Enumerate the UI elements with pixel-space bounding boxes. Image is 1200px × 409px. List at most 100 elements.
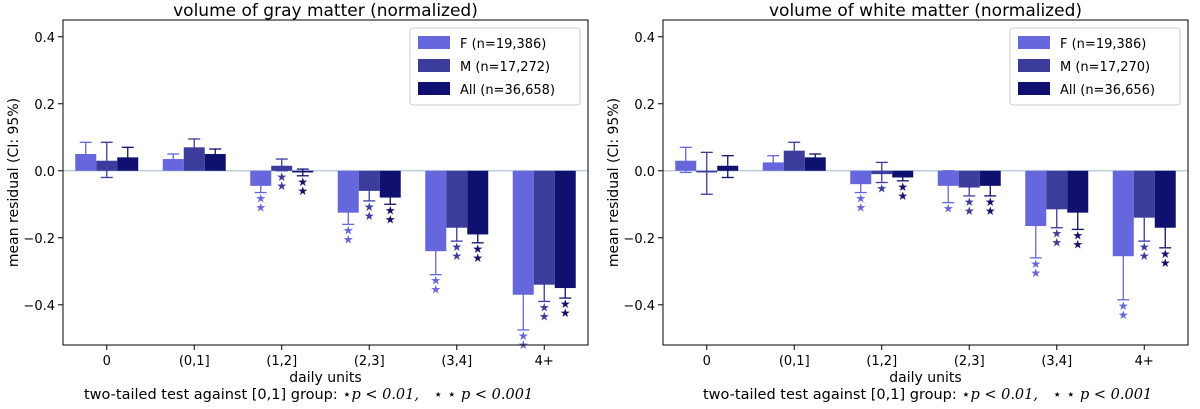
bar-f-1 bbox=[162, 159, 184, 171]
bar-f-3 bbox=[337, 170, 359, 213]
error-bar-m-2 bbox=[275, 158, 288, 172]
bar-m-5 bbox=[1133, 170, 1155, 218]
significance-star: ★ bbox=[276, 170, 287, 184]
error-bar-f-3 bbox=[342, 198, 355, 226]
y-tick-label: 0.0 bbox=[34, 165, 55, 180]
significance-star: ★ bbox=[343, 223, 354, 237]
significance-star: ★ bbox=[451, 240, 462, 254]
double-threshold: p < 0.001 bbox=[460, 387, 534, 403]
footnote-prefix: two-tailed test against [0,1] group: bbox=[84, 387, 338, 403]
significance-star: ★ bbox=[943, 202, 954, 216]
error-bar-all-4 bbox=[471, 225, 484, 244]
single-threshold: p < 0.01, bbox=[351, 387, 419, 403]
bar-all-5 bbox=[554, 170, 576, 289]
legend-box bbox=[409, 27, 581, 106]
error-bar-all-4 bbox=[1071, 200, 1084, 231]
y-axis-label: mean residual (CI: 95%) bbox=[606, 98, 622, 267]
error-bar-all-2 bbox=[896, 171, 909, 182]
double-star-symbol: ⋆ ⋆ bbox=[1052, 387, 1076, 403]
bar-f-5 bbox=[1112, 170, 1134, 257]
error-bar-m-0 bbox=[700, 151, 713, 195]
significance-star: ★ bbox=[897, 180, 908, 194]
significance-star: ★ bbox=[1030, 257, 1041, 271]
significance-star: ★ bbox=[1160, 256, 1171, 270]
significance-star: ★ bbox=[276, 179, 287, 193]
error-bar-f-0 bbox=[679, 146, 692, 174]
x-tick-label: (0,1] bbox=[179, 354, 210, 369]
legend-label-all: All (n=36,656) bbox=[1060, 83, 1155, 98]
x-tick-label: (1,2] bbox=[866, 354, 897, 369]
significance-star: ★ bbox=[385, 212, 396, 226]
error-bar-f-4 bbox=[1029, 195, 1042, 259]
footnote-left: two-tailed test against [0,1] group: ⋆p … bbox=[84, 387, 533, 403]
bar-m-1 bbox=[183, 147, 205, 171]
significance-star: ★ bbox=[560, 297, 571, 311]
bar-m-3 bbox=[358, 170, 380, 191]
legend-swatch-f bbox=[418, 36, 450, 49]
significance-star: ★ bbox=[385, 203, 396, 217]
x-tick-label: (2,3] bbox=[354, 354, 385, 369]
significance-star: ★ bbox=[1051, 227, 1062, 241]
y-tick-label: −0.4 bbox=[623, 299, 655, 314]
bar-all-4 bbox=[467, 170, 489, 235]
error-bar-m-0 bbox=[100, 141, 113, 179]
significance-star: ★ bbox=[255, 201, 266, 215]
single-star-symbol: ⋆ bbox=[961, 387, 971, 403]
error-bar-m-1 bbox=[188, 138, 201, 155]
significance-star: ★ bbox=[1030, 266, 1041, 280]
significance-star: ★ bbox=[472, 251, 483, 265]
legend-swatch-all bbox=[1018, 82, 1050, 95]
y-tick-label: 0.2 bbox=[34, 98, 55, 113]
error-bar-all-0 bbox=[721, 155, 734, 179]
legend-label-all: All (n=36,658) bbox=[460, 83, 555, 98]
legend-swatch-m bbox=[1018, 59, 1050, 72]
white-matter-chart: volume of white matter (normalized)★★ ★★★… bbox=[606, 1, 1189, 385]
chart-title: volume of gray matter (normalized) bbox=[173, 1, 478, 21]
significance-star: ★ bbox=[855, 192, 866, 206]
y-tick-label: −0.2 bbox=[623, 232, 655, 247]
error-bar-all-5 bbox=[1159, 208, 1172, 249]
legend-label-f: F (n=19,386) bbox=[1060, 37, 1146, 52]
error-bar-all-2 bbox=[296, 168, 309, 177]
significance-star: ★ bbox=[897, 189, 908, 203]
legend-swatch-m bbox=[418, 59, 450, 72]
plot-frame bbox=[62, 19, 589, 346]
y-tick-label: 0.2 bbox=[634, 98, 655, 113]
significance-star: ★ bbox=[255, 192, 266, 206]
significance-star: ★ bbox=[1118, 308, 1129, 322]
bar-m-4 bbox=[1046, 170, 1068, 210]
significance-star: ★ bbox=[1051, 236, 1062, 250]
legend-label-m: M (n=17,270) bbox=[1060, 60, 1150, 75]
bar-f-4 bbox=[425, 170, 447, 252]
bar-m-5 bbox=[533, 170, 555, 285]
significance-star: ★ bbox=[1072, 237, 1083, 251]
significance-star: ★ bbox=[1160, 247, 1171, 261]
error-bar-m-4 bbox=[450, 215, 463, 242]
error-bar-f-2 bbox=[254, 176, 267, 194]
single-star-symbol: ⋆ bbox=[342, 387, 352, 403]
footnote-prefix: two-tailed test against [0,1] group: bbox=[703, 387, 957, 403]
significance-star: ★ bbox=[518, 329, 529, 343]
error-bar-all-3 bbox=[384, 190, 397, 205]
x-tick-label: 4+ bbox=[535, 354, 554, 369]
significance-star: ★ bbox=[1139, 240, 1150, 254]
error-bar-all-1 bbox=[209, 148, 222, 159]
chart-title: volume of white matter (normalized) bbox=[769, 1, 1082, 21]
significance-star: ★ bbox=[430, 274, 441, 288]
x-tick-label: 4+ bbox=[1135, 354, 1154, 369]
bar-m-4 bbox=[446, 170, 468, 228]
error-bar-m-5 bbox=[1138, 195, 1151, 242]
error-bar-all-0 bbox=[121, 146, 134, 167]
significance-star: ★ bbox=[855, 201, 866, 215]
significance-star: ★ bbox=[343, 232, 354, 246]
y-axis-label: mean residual (CI: 95%) bbox=[6, 98, 22, 267]
x-tick-label: (3,4] bbox=[441, 354, 472, 369]
error-bar-f-4 bbox=[429, 228, 442, 276]
significance-star: ★ bbox=[985, 195, 996, 209]
x-tick-label: 0 bbox=[103, 354, 111, 369]
error-bar-m-5 bbox=[538, 267, 551, 303]
plot-frame bbox=[662, 19, 1189, 346]
gray-matter-chart: volume of gray matter (normalized)★★★★★★… bbox=[6, 1, 589, 385]
significance-star: ★ bbox=[876, 182, 887, 196]
bar-all-1 bbox=[804, 157, 826, 171]
